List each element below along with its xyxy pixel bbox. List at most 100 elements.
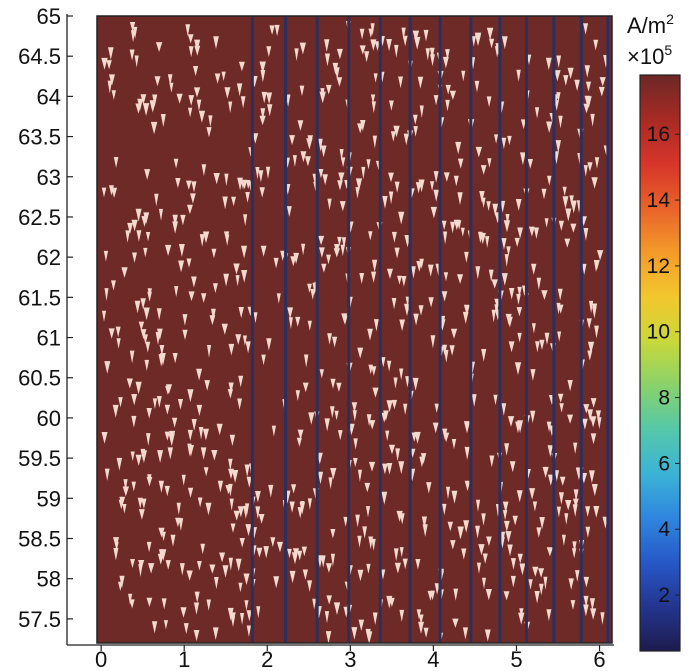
field-arrow xyxy=(135,381,142,395)
plot-area xyxy=(96,15,613,644)
y-tick-label: 59 xyxy=(37,486,61,511)
field-arrow xyxy=(510,575,516,588)
field-arrow xyxy=(396,510,403,522)
field-arrow xyxy=(161,598,167,610)
field-arrow xyxy=(585,526,591,538)
field-arrow xyxy=(129,22,136,32)
field-arrow xyxy=(259,115,266,126)
field-arrow xyxy=(593,39,599,51)
field-arrow xyxy=(336,382,342,392)
y-tick-label: 64.5 xyxy=(18,44,61,69)
y-tick-label: 65 xyxy=(37,4,61,29)
field-arrow xyxy=(196,368,203,381)
field-arrow xyxy=(491,279,498,289)
field-arrow xyxy=(419,258,424,269)
field-arrow xyxy=(155,42,163,52)
field-arrow xyxy=(228,557,233,571)
field-arrow xyxy=(594,157,600,169)
field-arrow xyxy=(453,175,459,187)
field-arrow xyxy=(337,236,342,247)
field-arrow xyxy=(235,275,240,287)
field-arrow xyxy=(570,600,576,610)
field-arrow xyxy=(177,399,183,410)
field-arrow xyxy=(172,221,178,234)
field-arrow xyxy=(266,338,272,351)
field-arrow xyxy=(434,403,439,413)
field-arrow xyxy=(266,46,272,57)
field-arrow xyxy=(144,169,151,180)
field-arrow xyxy=(481,349,487,362)
field-arrow xyxy=(516,293,521,305)
field-arrow xyxy=(229,498,234,511)
field-arrow xyxy=(573,442,578,454)
field-arrow xyxy=(598,86,605,97)
y-tick-label: 58.5 xyxy=(18,527,61,552)
field-arrow xyxy=(585,81,592,92)
field-arrow xyxy=(442,428,448,440)
field-arrow xyxy=(104,468,110,481)
field-arrow xyxy=(457,526,464,539)
field-arrow xyxy=(583,595,589,608)
field-arrow xyxy=(186,258,192,268)
field-arrow xyxy=(539,517,545,530)
field-arrow xyxy=(414,36,421,50)
field-arrow xyxy=(332,62,339,75)
field-arrow xyxy=(286,206,292,217)
field-arrow xyxy=(246,476,252,488)
field-arrow xyxy=(239,538,245,548)
field-arrow xyxy=(501,36,508,50)
field-arrow xyxy=(261,91,267,104)
field-arrow xyxy=(339,201,346,212)
field-arrow xyxy=(464,446,470,460)
field-arrow xyxy=(486,96,492,108)
field-arrow xyxy=(536,277,542,290)
field-arrow xyxy=(461,548,467,560)
field-arrow xyxy=(196,99,202,112)
field-arrow xyxy=(364,51,370,63)
field-arrow xyxy=(418,614,424,625)
field-arrow xyxy=(188,95,195,106)
field-arrow xyxy=(178,260,185,273)
field-arrow xyxy=(463,304,470,316)
field-arrow xyxy=(197,497,203,508)
field-arrow xyxy=(353,458,358,467)
field-arrow xyxy=(326,254,331,265)
field-arrow xyxy=(101,57,108,70)
field-arrow xyxy=(556,55,562,68)
field-arrow xyxy=(295,316,301,327)
field-arrow xyxy=(163,620,168,630)
field-arrow xyxy=(500,200,506,213)
field-arrow xyxy=(194,591,200,603)
field-arrow xyxy=(582,418,588,430)
field-arrow xyxy=(388,444,396,455)
field-arrow xyxy=(589,598,595,611)
field-arrow xyxy=(126,378,133,389)
field-arrow xyxy=(567,67,574,80)
field-arrow xyxy=(265,166,271,180)
field-arrow xyxy=(520,119,527,130)
field-arrow xyxy=(228,382,234,394)
field-arrow xyxy=(191,419,197,431)
field-arrow xyxy=(317,555,323,568)
field-arrow xyxy=(546,121,553,133)
field-arrow xyxy=(592,303,598,317)
field-arrow xyxy=(172,353,178,364)
colorbar-tick-label: 10 xyxy=(647,321,670,344)
field-arrow xyxy=(583,576,590,588)
field-arrow xyxy=(557,393,564,403)
field-arrow xyxy=(190,193,196,204)
field-arrow xyxy=(207,345,212,358)
field-arrow xyxy=(558,220,564,231)
field-arrow xyxy=(505,531,512,543)
field-arrow xyxy=(386,268,393,279)
field-arrow xyxy=(351,402,358,413)
field-arrow xyxy=(113,157,119,168)
field-arrow xyxy=(260,108,266,121)
field-arrow xyxy=(111,187,118,198)
field-arrow xyxy=(532,501,538,512)
field-arrow xyxy=(143,247,148,258)
field-arrow xyxy=(565,208,572,222)
field-arrow xyxy=(590,608,597,620)
field-arrow xyxy=(137,497,143,509)
field-arrow xyxy=(457,274,464,284)
